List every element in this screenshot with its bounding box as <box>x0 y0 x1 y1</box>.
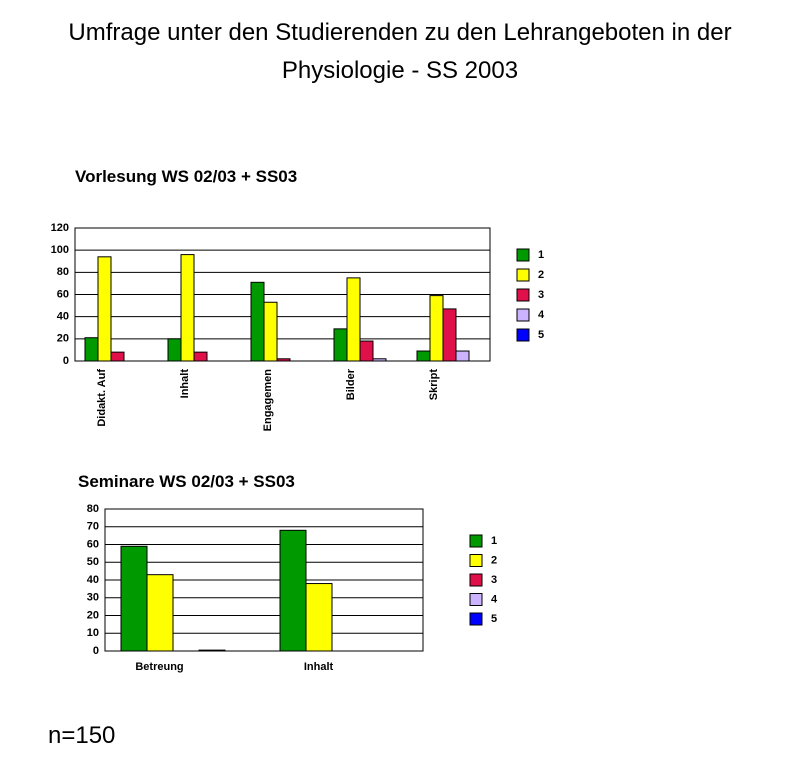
legend-label: 4 <box>491 593 498 605</box>
bar <box>250 281 265 362</box>
bar <box>346 277 361 362</box>
y-tick-label: 20 <box>57 333 69 345</box>
chart-title: Vorlesung WS 02/03 + SS03 <box>75 167 297 186</box>
bar <box>198 649 226 652</box>
bar <box>279 529 307 652</box>
x-tick-label: Bilder <box>345 368 357 400</box>
bar <box>455 350 470 362</box>
y-tick-label: 10 <box>87 627 99 639</box>
y-tick-label: 50 <box>87 556 99 568</box>
bar <box>120 545 148 652</box>
legend-swatch <box>516 328 530 342</box>
y-tick-label: 60 <box>57 288 69 300</box>
y-tick-label: 40 <box>87 574 99 586</box>
bar <box>193 351 208 362</box>
legend-label: 3 <box>491 574 497 586</box>
y-tick-label: 100 <box>51 244 69 256</box>
legend-swatch <box>516 248 530 262</box>
sample-size: n=150 <box>48 722 116 749</box>
legend-label: 2 <box>538 269 544 281</box>
bar <box>359 340 374 362</box>
plot-frame <box>104 508 424 652</box>
legend-label: 4 <box>538 309 545 321</box>
legend-swatch <box>516 268 530 282</box>
legend-label: 2 <box>491 554 497 566</box>
bar <box>180 254 195 362</box>
bar <box>167 338 182 362</box>
x-tick-label: Betreung <box>135 661 183 673</box>
legend-label: 1 <box>491 535 497 547</box>
y-tick-label: 80 <box>87 503 99 515</box>
chart-title: Seminare WS 02/03 + SS03 <box>78 472 295 491</box>
bar <box>416 350 431 362</box>
legend-swatch <box>469 573 483 587</box>
slide-title: Umfrage unter den Studierenden zu den Le… <box>68 19 732 84</box>
y-tick-label: 80 <box>57 266 69 278</box>
bar <box>429 295 444 362</box>
bar <box>305 583 333 652</box>
x-tick-label: Inhalt <box>179 369 191 399</box>
bar <box>263 301 278 362</box>
legend-label: 1 <box>538 249 544 261</box>
y-tick-label: 30 <box>87 592 99 604</box>
x-tick-label: Skript <box>428 369 440 401</box>
bar <box>146 574 174 652</box>
y-tick-label: 60 <box>87 538 99 550</box>
bar <box>276 358 291 362</box>
y-tick-label: 20 <box>87 609 99 621</box>
legend-swatch <box>469 593 483 606</box>
legend-swatch <box>516 288 530 302</box>
legend-label: 5 <box>538 329 544 341</box>
bar <box>110 351 125 362</box>
y-tick-label: 70 <box>87 521 99 533</box>
legend-swatch <box>516 308 530 322</box>
y-tick-label: 0 <box>93 645 99 657</box>
bar <box>84 337 99 362</box>
legend-label: 3 <box>538 289 544 301</box>
bar <box>97 256 112 362</box>
y-tick-label: 120 <box>51 222 69 234</box>
y-tick-label: 0 <box>63 355 69 367</box>
bar <box>372 358 387 362</box>
bar <box>442 308 457 362</box>
legend-swatch <box>469 612 483 626</box>
legend-swatch <box>469 554 483 567</box>
x-tick-label: Inhalt <box>304 661 334 673</box>
x-tick-label: Didakt. Auf <box>96 369 108 427</box>
bar <box>333 328 348 362</box>
legend-swatch <box>469 534 483 548</box>
legend-label: 5 <box>491 613 497 625</box>
y-tick-label: 40 <box>57 311 69 323</box>
x-tick-label: Engagemen <box>262 369 274 432</box>
